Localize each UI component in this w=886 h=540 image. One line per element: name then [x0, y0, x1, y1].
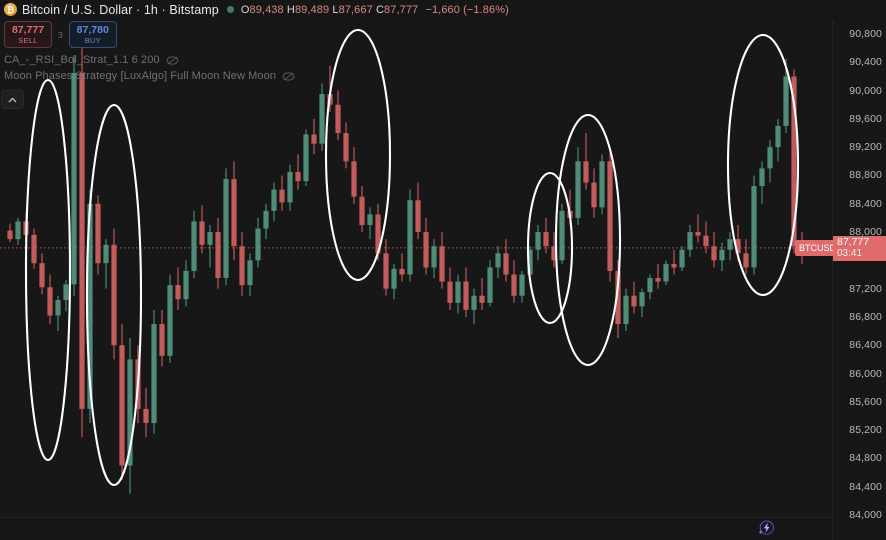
candlestick-plot	[0, 28, 833, 494]
price-axis-label: 88,400	[849, 197, 882, 210]
open-value: 89,438	[249, 3, 284, 16]
collapse-legend-button[interactable]	[1, 90, 24, 109]
price-axis-label: 87,200	[849, 282, 882, 295]
high-label: H	[286, 3, 295, 16]
sell-button[interactable]: 87,777 SELL	[4, 21, 52, 48]
high-value: 89,489	[294, 3, 330, 16]
price-axis-label: 86,400	[849, 339, 882, 352]
candle-series	[7, 48, 805, 494]
price-axis-label: 89,600	[849, 112, 882, 125]
price-axis-label: 86,000	[849, 367, 882, 380]
page-title[interactable]: Bitcoin / U.S. Dollar · 1h · Bitstamp	[22, 2, 219, 17]
legend-item[interactable]: CA_-_RSI_Bol_Strat_1.1 6 200	[4, 52, 295, 68]
buy-label: BUY	[84, 36, 101, 45]
price-axis-label: 88,800	[849, 169, 882, 182]
price-axis-label: 89,200	[849, 141, 882, 154]
chart-header: ₿ Bitcoin / U.S. Dollar · 1h · Bitstamp …	[0, 0, 886, 19]
ellipse-5[interactable]	[554, 113, 622, 367]
price-axis-label: 90,800	[849, 28, 882, 40]
bitcoin-icon: ₿	[4, 3, 17, 16]
chevron-up-icon	[8, 96, 17, 102]
symbol-price-tag[interactable]: BTCUSD	[795, 239, 841, 256]
ellipse-annotations[interactable]	[24, 28, 800, 487]
current-price-tag[interactable]: 87,777 03:41	[833, 235, 886, 261]
indicator-legend: CA_-_RSI_Bol_Strat_1.1 6 200 Moon Phases…	[4, 52, 295, 84]
price-axis-label: 84,400	[849, 480, 882, 493]
close-value: 87,777	[384, 3, 419, 16]
price-axis-label: 85,600	[849, 395, 882, 408]
indicator-name[interactable]: Moon Phases Strategy [LuxAlgo] Full Moon…	[4, 70, 277, 82]
close-label: C	[375, 3, 385, 16]
ellipse-3[interactable]	[324, 28, 392, 282]
eye-off-icon[interactable]	[282, 70, 295, 83]
ellipse-6[interactable]	[726, 33, 800, 297]
ellipse-4[interactable]	[526, 171, 574, 325]
market-status-dot	[226, 6, 234, 13]
chart-canvas[interactable]	[0, 0, 833, 518]
low-value: 87,667	[338, 3, 373, 16]
price-axis-label: 84,000	[849, 509, 882, 521]
low-label: L	[332, 3, 339, 16]
price-axis[interactable]: USD 90,80090,40090,00089,60089,20088,800…	[832, 0, 886, 540]
indicator-name[interactable]: CA_-_RSI_Bol_Strat_1.1 6 200	[4, 54, 160, 66]
current-price: 87,777	[837, 235, 870, 248]
time-axis[interactable]	[0, 517, 886, 540]
ohlc-readout: O89,438 H89,489 L87,667 C87,777 −1,660 (…	[241, 4, 509, 16]
price-axis-label: 90,400	[849, 56, 882, 69]
sell-label: SELL	[18, 36, 38, 45]
sell-price: 87,777	[11, 23, 45, 36]
ellipse-2[interactable]	[85, 103, 143, 487]
trade-panel: 87,777 SELL 3 87,780 BUY	[4, 21, 117, 48]
price-axis-label: 88,000	[849, 226, 882, 239]
price-axis-label: 90,000	[849, 84, 882, 97]
eye-off-icon[interactable]	[166, 54, 179, 67]
buy-button[interactable]: 87,780 BUY	[68, 21, 117, 48]
legend-item[interactable]: Moon Phases Strategy [LuxAlgo] Full Moon…	[4, 68, 295, 84]
price-axis-label: 86,800	[849, 310, 882, 323]
change-value: −1,660 (−1.86%)	[425, 3, 509, 16]
lightning-bolt-icon[interactable]	[756, 518, 776, 538]
open-label: O	[240, 3, 250, 16]
price-axis-label: 85,200	[849, 424, 882, 437]
current-time: 03:41	[837, 248, 863, 260]
price-axis-label: 84,800	[849, 452, 882, 465]
ellipse-1[interactable]	[24, 78, 72, 462]
spread-value: 3	[58, 29, 63, 40]
buy-price: 87,780	[76, 23, 109, 36]
